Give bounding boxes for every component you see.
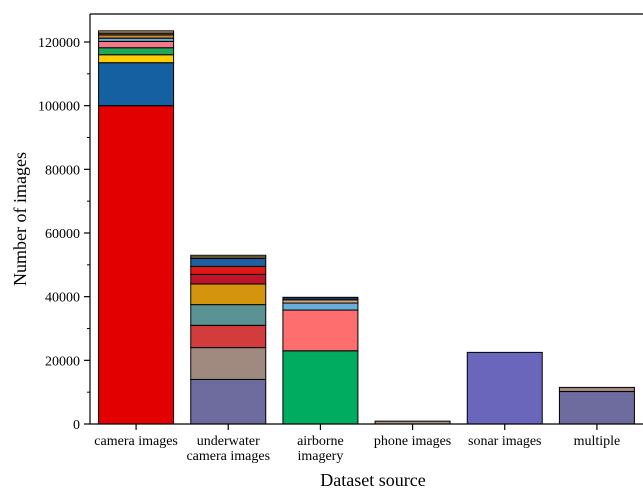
bar-segment-1-0 (190, 378, 267, 425)
y-tick-label: 80000 (45, 163, 80, 178)
x-axis-title: Dataset source (320, 470, 425, 490)
y-ticks: 0 20000 40000 60000 80000 100000 120000 (38, 36, 90, 433)
x-tick-label: camera images (94, 434, 178, 449)
bar-segment-0-0 (98, 105, 175, 425)
y-tick-label: 100000 (38, 100, 80, 115)
bar-segment-1-7 (190, 257, 267, 267)
y-tick-label: 120000 (38, 36, 80, 51)
bar-segment-1-4 (190, 283, 267, 306)
bar-segment-0-2 (98, 54, 175, 64)
bar-segment-0-8 (98, 30, 175, 34)
y-tick-label: 20000 (45, 354, 80, 369)
bar-segment-2-1 (282, 309, 359, 352)
bar-segment-4-0 (466, 351, 543, 425)
y-tick-label: 0 (73, 418, 80, 433)
bar-segment-0-4 (98, 40, 175, 49)
bar-segment-2-0 (282, 350, 359, 425)
bar-segment-0-1 (98, 62, 175, 107)
bar-segment-2-2 (282, 302, 359, 311)
y-tick-label: 40000 (45, 291, 80, 306)
y-tick-label: 60000 (45, 227, 80, 242)
bar-segment-5-0 (558, 391, 635, 425)
bar-segment-0-3 (98, 47, 175, 56)
y-axis-title: Number of images (10, 152, 30, 286)
axes (89, 13, 643, 425)
x-tick-label: phone images (374, 434, 451, 449)
bar-segment-5-1 (558, 386, 635, 393)
bar-segment-1-3 (190, 304, 267, 326)
bar-segment-2-4 (282, 296, 359, 301)
x-tick-label: multiple (574, 434, 621, 449)
x-ticks: camera images underwater camera images airb… (94, 424, 620, 464)
bar-segment-1-9 (190, 254, 267, 258)
x-tick-label: sonar images (468, 434, 541, 449)
x-tick-label: underwater camera images (186, 434, 270, 464)
bar-segment-1-1 (190, 347, 267, 380)
bar-segment-1-5 (190, 273, 267, 285)
bar-segment-1-6 (190, 265, 267, 275)
x-tick-label: airborne imagery (297, 434, 344, 464)
bar-segment-1-2 (190, 324, 267, 349)
bar-series (98, 30, 635, 425)
